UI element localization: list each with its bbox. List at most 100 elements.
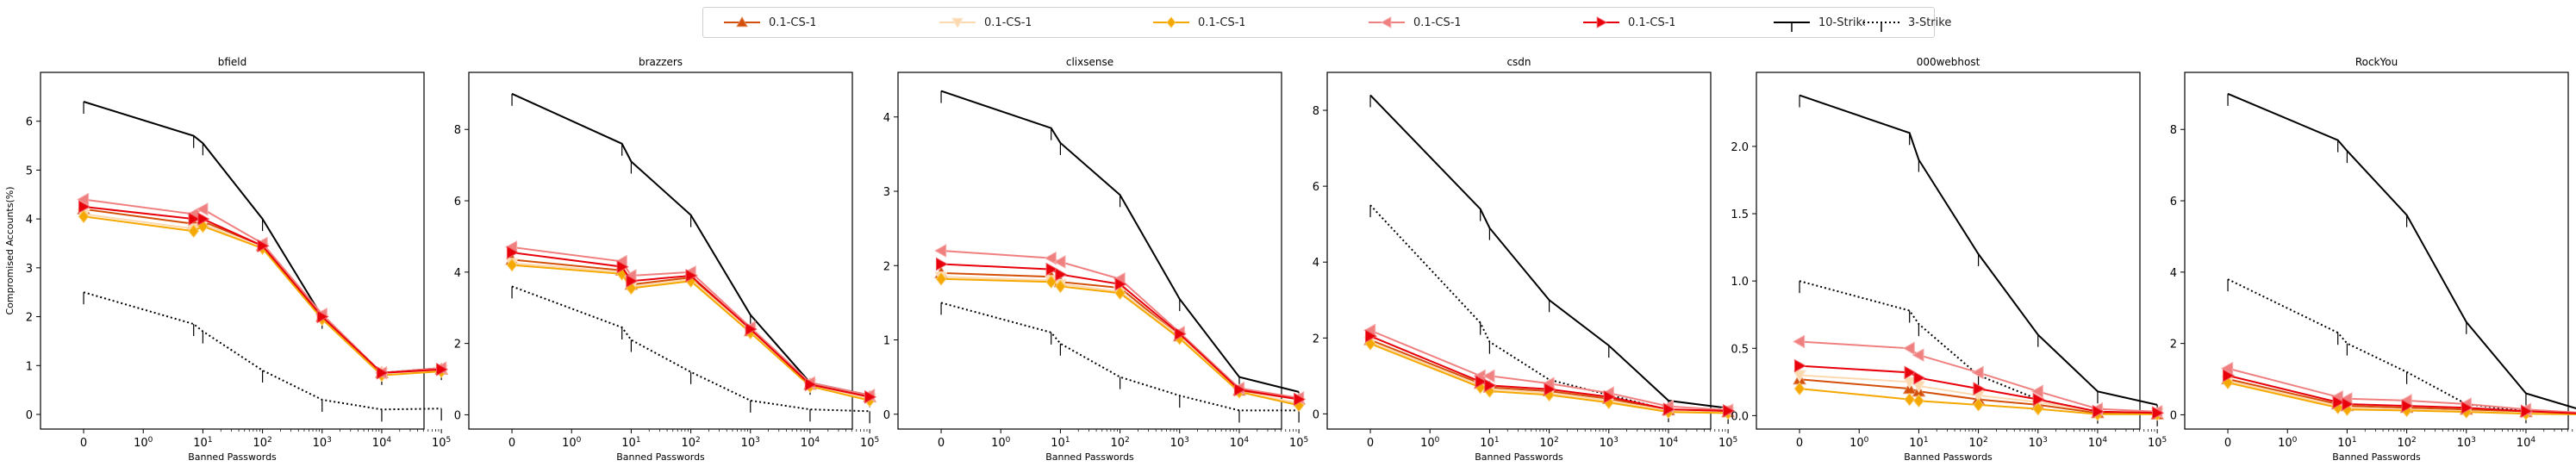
data-point <box>1723 404 1736 418</box>
series-line <box>940 250 1300 399</box>
series-3-strike <box>511 285 870 424</box>
x-tick-label: 104 <box>1230 436 1250 450</box>
y-tick-label: 6 <box>1313 181 1319 194</box>
chart-brazzers: brazzers 0 2 4 6 8 0 100 101 102 103 104 105 Banned P… <box>454 56 880 463</box>
svg-text:0.1-CS-1%(k:10,Ψ:2-9.0): 0.1-CS-1%(k:10,Ψ:2-9.0) <box>1628 16 1675 29</box>
x-tick-label: 0 <box>938 437 945 450</box>
data-point <box>1114 286 1126 300</box>
data-point <box>1045 275 1057 289</box>
data-point <box>1902 341 1915 356</box>
data-point <box>864 389 877 404</box>
y-tick-label: 4 <box>26 214 33 227</box>
legend-swatch-5 <box>1583 16 1619 28</box>
data-point <box>1053 255 1066 269</box>
x-tick-label: 101 <box>1909 436 1928 450</box>
y-tick-label: 0 <box>454 409 461 422</box>
legend-swatch-3 <box>1153 16 1189 28</box>
x-tick-label: 103 <box>741 436 760 450</box>
y-tick-label: 1 <box>26 360 33 373</box>
y-tick-label: 2 <box>2170 339 2177 352</box>
data-point <box>2342 397 2355 411</box>
x-tick-label: 103 <box>313 436 332 450</box>
x-axis-label: Banned Passwords <box>1045 451 1134 463</box>
series-line <box>83 291 442 411</box>
x-tick-label: 102 <box>2397 436 2416 450</box>
legend-swatch-6 <box>1774 22 1810 32</box>
y-tick-label: 8 <box>2170 124 2177 137</box>
plot-frame <box>1756 72 2141 430</box>
series-0-1-cs-1-k-10-2-9-0 <box>935 257 1307 407</box>
data-point <box>436 362 449 377</box>
data-point <box>1045 262 1058 277</box>
x-axis-label: Banned Passwords <box>188 451 277 463</box>
series-line <box>1799 94 2158 406</box>
svg-text:0.1-CS-1%(k:10,Ψ:2-12.0): 0.1-CS-1%(k:10,Ψ:2-12.0) <box>1198 16 1244 29</box>
legend-item-2: 0.1-CS-1%(k:10,Ψ:2-11.0) <box>934 8 1031 37</box>
data-point <box>2222 369 2236 383</box>
data-point <box>1174 327 1187 341</box>
data-point <box>1793 370 1806 383</box>
data-point <box>2332 395 2345 409</box>
svg-text:0.1-CS-1%(k:10,Ψ:2-8.0): 0.1-CS-1%(k:10,Ψ:2-8.0) <box>1413 16 1460 29</box>
legend-swatch-7 <box>1863 22 1899 32</box>
x-tick-label: 101 <box>1051 436 1070 450</box>
series-line <box>83 213 442 374</box>
data-point <box>1114 277 1127 291</box>
data-point <box>77 192 90 207</box>
chart-title: 000webhost <box>1917 56 1980 68</box>
data-point <box>376 365 389 380</box>
chart-title: RockYou <box>2355 56 2398 68</box>
legend-item-3: 0.1-CS-1%(k:10,Ψ:2-12.0) <box>1148 8 1244 37</box>
x-tick-label: 103 <box>1600 436 1619 450</box>
y-tick-label: 1.0 <box>1731 276 1749 289</box>
plot-frame <box>2184 72 2569 430</box>
plot-frame <box>897 72 1282 430</box>
x-tick-label: 105 <box>1289 436 1308 450</box>
legend-item-4: 0.1-CS-1%(k:10,Ψ:2-8.0) <box>1363 8 1460 37</box>
data-point <box>506 246 520 259</box>
x-tick-label: 101 <box>2337 436 2356 450</box>
y-tick-label: 2 <box>883 260 890 273</box>
data-point <box>616 259 629 274</box>
data-point <box>1364 329 1378 343</box>
y-tick-label: 0 <box>2170 409 2177 422</box>
series-line <box>83 206 442 374</box>
data-point <box>1971 365 1984 380</box>
y-tick-label: 0.0 <box>1731 410 1749 423</box>
legend-label-4: 0.1-CS-1%(k:10,Ψ:2-8.0) <box>1413 16 1460 29</box>
legend-label-3: 0.1-CS-1%(k:10,Ψ:2-12.0) <box>1198 16 1244 29</box>
chart-title: brazzers <box>639 56 683 68</box>
y-tick-label: 0.5 <box>1731 343 1749 356</box>
x-axis-label: Banned Passwords <box>2332 451 2421 463</box>
y-tick-label: 8 <box>454 124 461 137</box>
series-0-1-cs-1-k-10-2-12-0 <box>78 209 447 383</box>
x-tick-label: 101 <box>193 436 212 450</box>
x-tick-label: 0 <box>2224 437 2231 450</box>
data-point <box>2032 401 2044 416</box>
x-tick-label: 102 <box>1968 436 1987 450</box>
data-point <box>1044 251 1057 265</box>
data-point <box>1544 382 1556 396</box>
chart-bfield: bfield 0 1 2 3 4 5 6 0 100 101 102 103 104 105 Banned P… <box>4 56 451 463</box>
x-tick-label: 101 <box>1480 436 1499 450</box>
series-line <box>1369 342 1729 414</box>
svg-text:0.1-CS-1%(k:10,Ψ:2-11.0): 0.1-CS-1%(k:10,Ψ:2-11.0) <box>984 16 1031 29</box>
legend-item-6: 10-Strike <box>1768 8 1865 37</box>
data-point <box>934 244 947 258</box>
series-10-strike <box>1369 94 1729 420</box>
series-0-1-cs-1-k-10-2-10-0 <box>1363 333 1735 418</box>
plot-frame <box>1326 72 1712 430</box>
data-point <box>1913 370 1926 385</box>
legend-label-1: 0.1-CS-1%(k:10,Ψ:2-10.0) <box>769 16 815 29</box>
data-point <box>2401 399 2414 413</box>
series-3-strike <box>940 302 1300 423</box>
data-point <box>745 322 758 336</box>
chart-000webhost: 000webhost 0.0 0.5 1.0 1.5 2.0 0 100 101 102 103 10… <box>1731 56 2167 463</box>
legend-swatch-4 <box>1369 16 1405 28</box>
x-axis-label: Banned Passwords <box>1904 451 1993 463</box>
data-point <box>197 212 210 226</box>
svg-text:0.1-CS-1%(k:10,Ψ:2-10.0): 0.1-CS-1%(k:10,Ψ:2-10.0) <box>769 16 815 29</box>
series-line <box>511 285 870 413</box>
x-tick-label: 0 <box>508 437 515 450</box>
y-tick-label: 5 <box>26 165 33 177</box>
